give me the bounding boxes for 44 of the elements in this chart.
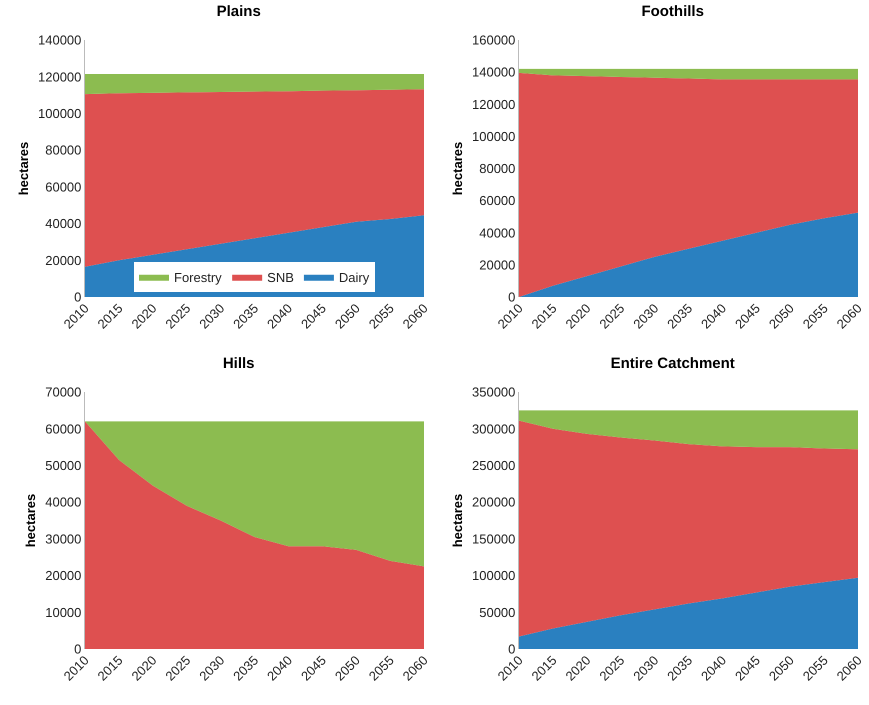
y-tick-label: 50000	[479, 604, 516, 620]
chart-title: Plains	[216, 2, 261, 20]
y-tick-label: 350000	[472, 384, 516, 400]
y-tick-label: 0	[508, 290, 516, 305]
y-tick-label: 100000	[472, 568, 516, 584]
y-tick-label: 20000	[45, 252, 82, 268]
y-tick-label: 140000	[38, 32, 82, 48]
y-tick-label: 0	[508, 642, 516, 657]
y-tick-label: 120000	[472, 96, 516, 112]
y-tick-label: 50000	[45, 458, 82, 473]
y-tick-label: 30000	[45, 531, 82, 546]
y-tick-label: 150000	[472, 531, 516, 546]
y-tick-label: 100000	[38, 106, 82, 121]
y-tick-label: 60000	[479, 193, 516, 208]
y-tick-label: 0	[74, 642, 82, 657]
y-axis-title: hectares	[23, 494, 38, 548]
y-tick-label: 60000	[45, 179, 82, 194]
y-tick-label: 250000	[472, 458, 516, 473]
y-tick-label: 60000	[45, 421, 82, 436]
y-tick-label: 70000	[45, 384, 82, 400]
y-tick-label: 300000	[472, 421, 516, 436]
y-axis-title: hectares	[450, 494, 465, 548]
legend-label: Dairy	[338, 270, 370, 285]
chart-title: Foothills	[641, 2, 704, 20]
y-tick-label: 140000	[472, 64, 516, 80]
y-tick-label: 40000	[479, 225, 516, 240]
y-tick-label: 20000	[45, 568, 82, 584]
y-tick-label: 160000	[472, 32, 516, 48]
y-axis-title: hectares	[450, 142, 465, 196]
y-axis-title: hectares	[16, 142, 31, 196]
y-tick-label: 40000	[45, 494, 82, 510]
y-tick-label: 0	[74, 290, 82, 305]
y-tick-label: 40000	[45, 216, 82, 232]
y-tick-label: 20000	[479, 257, 516, 272]
legend-label: Forestry	[174, 270, 222, 285]
chart-title: Entire Catchment	[610, 354, 735, 372]
y-tick-label: 120000	[38, 69, 82, 84]
y-tick-label: 80000	[479, 161, 516, 176]
y-tick-label: 80000	[45, 142, 82, 158]
y-tick-label: 10000	[45, 604, 82, 620]
y-tick-label: 100000	[472, 128, 516, 144]
chart-title: Hills	[222, 354, 255, 372]
legend-label: SNB	[267, 270, 294, 285]
y-tick-label: 200000	[472, 494, 516, 510]
